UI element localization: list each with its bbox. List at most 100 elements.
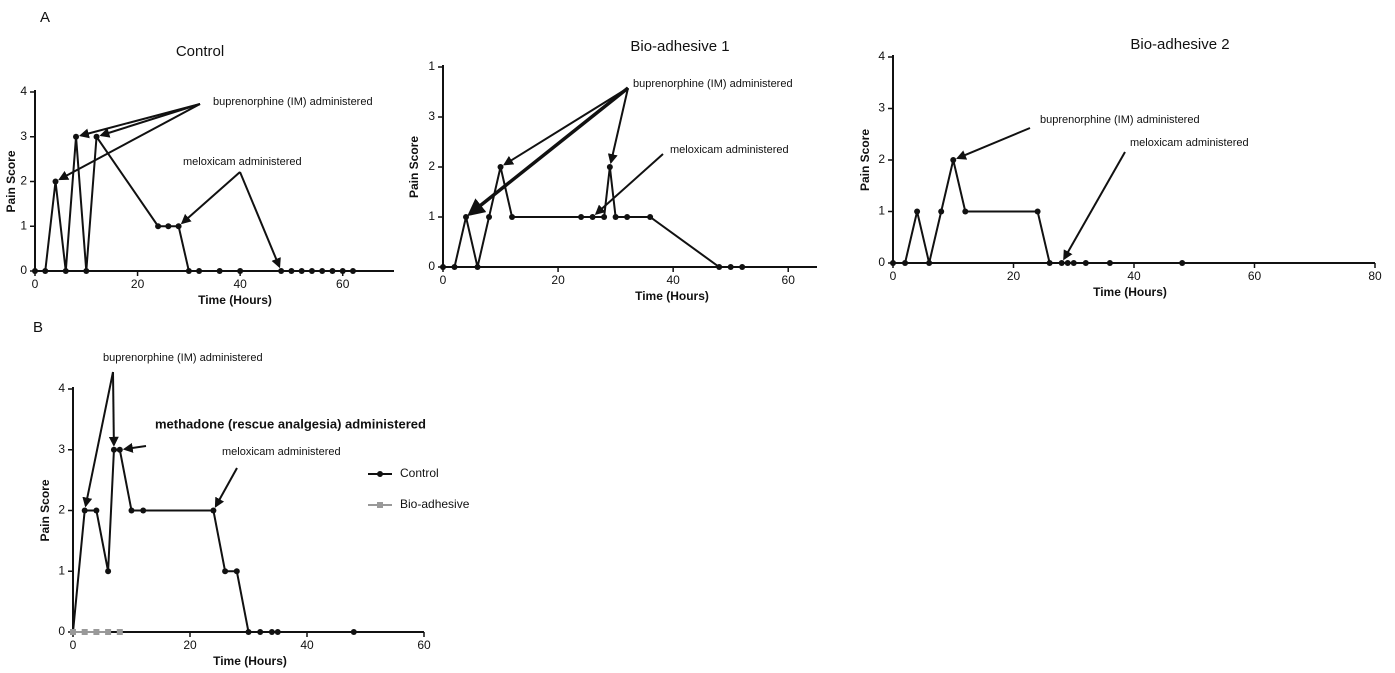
chart-title: Bio-adhesive 2 [1130, 36, 1229, 53]
y-axis-label: Pain Score [858, 129, 872, 191]
point [1106, 260, 1113, 266]
point [1046, 260, 1053, 266]
x-axis-label: Time (Hours) [635, 289, 709, 303]
point [739, 264, 746, 270]
point [440, 264, 446, 270]
point [624, 214, 631, 220]
point [210, 507, 217, 514]
y-tick-label: 1 [58, 563, 65, 577]
y-tick-label: 0 [58, 624, 65, 638]
point [140, 507, 147, 514]
y-tick-label: 2 [428, 159, 435, 173]
point [128, 507, 135, 514]
point [237, 268, 244, 274]
y-tick-label: 1 [878, 204, 885, 218]
point [222, 568, 229, 575]
point [578, 214, 585, 220]
annotation: buprenorphine (IM) administered [1040, 114, 1200, 126]
annotation-arrow [956, 127, 1031, 160]
x-tick-label: 60 [782, 273, 796, 287]
y-tick-label: 3 [878, 101, 885, 115]
point [52, 178, 59, 185]
point [1064, 260, 1071, 266]
point [1070, 260, 1077, 266]
y-axis-label: Pain Score [38, 479, 52, 541]
point [233, 568, 240, 575]
point [196, 268, 203, 274]
point [486, 214, 493, 220]
annotation-arrow [607, 87, 629, 165]
point [116, 629, 123, 635]
annotation-arrow [122, 442, 147, 453]
point [451, 264, 458, 270]
annotation-arrow [99, 103, 201, 138]
annotation-arrow [1063, 151, 1126, 261]
point [926, 260, 933, 266]
point [319, 268, 326, 274]
point [1034, 208, 1041, 215]
point [278, 268, 285, 274]
legend-marker [377, 471, 383, 477]
annotation: meloxicam administered [183, 156, 302, 168]
point [938, 208, 945, 215]
point [175, 223, 182, 230]
point [32, 268, 38, 274]
annotation: meloxicam administered [1130, 137, 1249, 149]
point [727, 264, 734, 270]
y-tick-label: 4 [58, 381, 65, 395]
annotation: buprenorphine (IM) administered [213, 96, 373, 108]
series-line [72, 448, 354, 633]
point [902, 260, 909, 266]
annotation: buprenorphine (IM) administered [633, 78, 793, 90]
panel-label: B [33, 319, 43, 336]
y-tick-label: 3 [428, 109, 435, 123]
point [509, 214, 516, 220]
x-tick-label: 40 [1127, 269, 1141, 283]
y-tick-label: 0 [878, 255, 885, 269]
y-tick-label: 4 [878, 49, 885, 63]
chart-title: Control [176, 43, 224, 60]
x-tick-label: 0 [32, 277, 39, 291]
annotation-arrow [467, 86, 630, 217]
point [257, 629, 264, 635]
annotation: methadone (rescue analgesia) administere… [155, 416, 426, 431]
point [349, 268, 356, 274]
annotation-arrow [503, 87, 629, 166]
point [647, 214, 654, 220]
x-tick-label: 0 [70, 638, 77, 652]
point [81, 507, 88, 514]
y-tick-label: 2 [58, 503, 65, 517]
annotation-arrow [58, 103, 201, 181]
point [350, 629, 357, 635]
point [110, 446, 117, 453]
x-tick-label: 40 [233, 277, 247, 291]
point [962, 208, 969, 215]
y-tick-label: 1 [20, 218, 27, 232]
y-axis-label: Pain Score [407, 136, 421, 198]
y-tick-label: 0 [428, 259, 435, 273]
y-tick-label: 0 [20, 263, 27, 277]
point [155, 223, 162, 230]
point [93, 507, 100, 514]
annotation: meloxicam administered [222, 446, 341, 458]
y-axis-label: Pain Score [4, 150, 18, 212]
panel-label: A [40, 9, 50, 26]
annotation-arrow [180, 171, 241, 225]
point [83, 268, 90, 274]
point [185, 268, 192, 274]
point [73, 133, 80, 140]
point [1058, 260, 1065, 266]
annotation: buprenorphine (IM) administered [103, 352, 263, 364]
point [116, 446, 123, 453]
point [716, 264, 723, 270]
point [308, 268, 315, 274]
point [274, 629, 281, 635]
x-tick-label: 20 [183, 638, 197, 652]
x-tick-label: 20 [551, 273, 565, 287]
x-axis-label: Time (Hours) [213, 654, 287, 668]
x-tick-label: 60 [417, 638, 431, 652]
point [268, 629, 275, 635]
point [474, 264, 481, 270]
point [245, 629, 252, 635]
